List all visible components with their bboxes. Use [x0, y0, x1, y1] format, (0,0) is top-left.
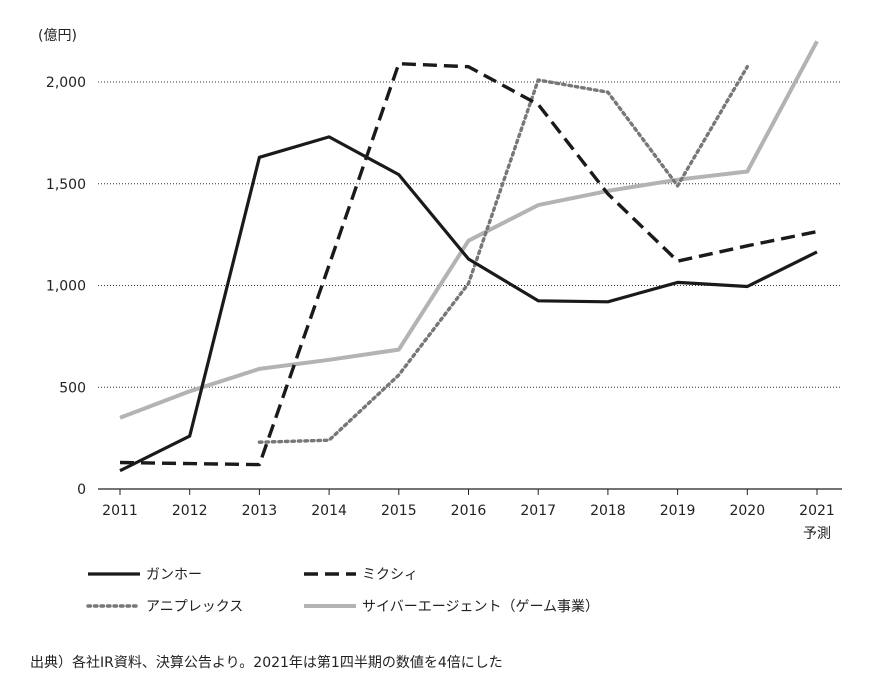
y-tick-label: 2,000 [46, 75, 86, 91]
legend-label: サイバーエージェント（ゲーム事業） [362, 599, 599, 615]
x-tick-label: 2017 [520, 503, 556, 519]
y-tick-label: 0 [77, 482, 86, 498]
y-axis-unit-label: (億円) [38, 28, 77, 44]
series-line-0 [119, 135, 818, 473]
x-axis: 2011 2012 2013 2014 2015 2016 2017 2018 2019 2020… [98, 488, 842, 542]
series-line-3 [119, 40, 819, 420]
x-tick-label: 2014 [311, 503, 347, 519]
x-tick-label: 2020 [729, 503, 765, 519]
y-tick-label: 500 [59, 380, 86, 396]
x-tick-label: 2013 [242, 503, 278, 519]
source-note: 出典）各社IR資料、決算公告より。2021年は第1四半期の数値を4倍にした [30, 655, 503, 671]
x-tick-sublabel: 予測 [803, 526, 831, 542]
gridlines [98, 81, 842, 388]
series-line-1 [119, 62, 818, 467]
legend-label: ガンホー [146, 567, 202, 583]
y-tick-label: 1,000 [46, 279, 86, 295]
x-tick-label: 2011 [102, 503, 138, 519]
x-tick-label: 2016 [451, 503, 487, 519]
series-line-2 [257, 65, 749, 444]
legend-label: ミクシィ [362, 567, 418, 583]
x-tick-label: 2018 [590, 503, 626, 519]
x-tick-label: 2015 [381, 503, 417, 519]
series-lines [119, 40, 819, 473]
x-tick-label: 2021 [799, 503, 835, 519]
x-tick-label: 2019 [660, 503, 696, 519]
legend-label: アニプレックス [146, 599, 243, 615]
x-tick-label: 2012 [172, 503, 208, 519]
y-axis-tick-labels: 0 500 1,000 1,500 2,000 [46, 75, 86, 498]
y-tick-label: 1,500 [46, 177, 86, 193]
